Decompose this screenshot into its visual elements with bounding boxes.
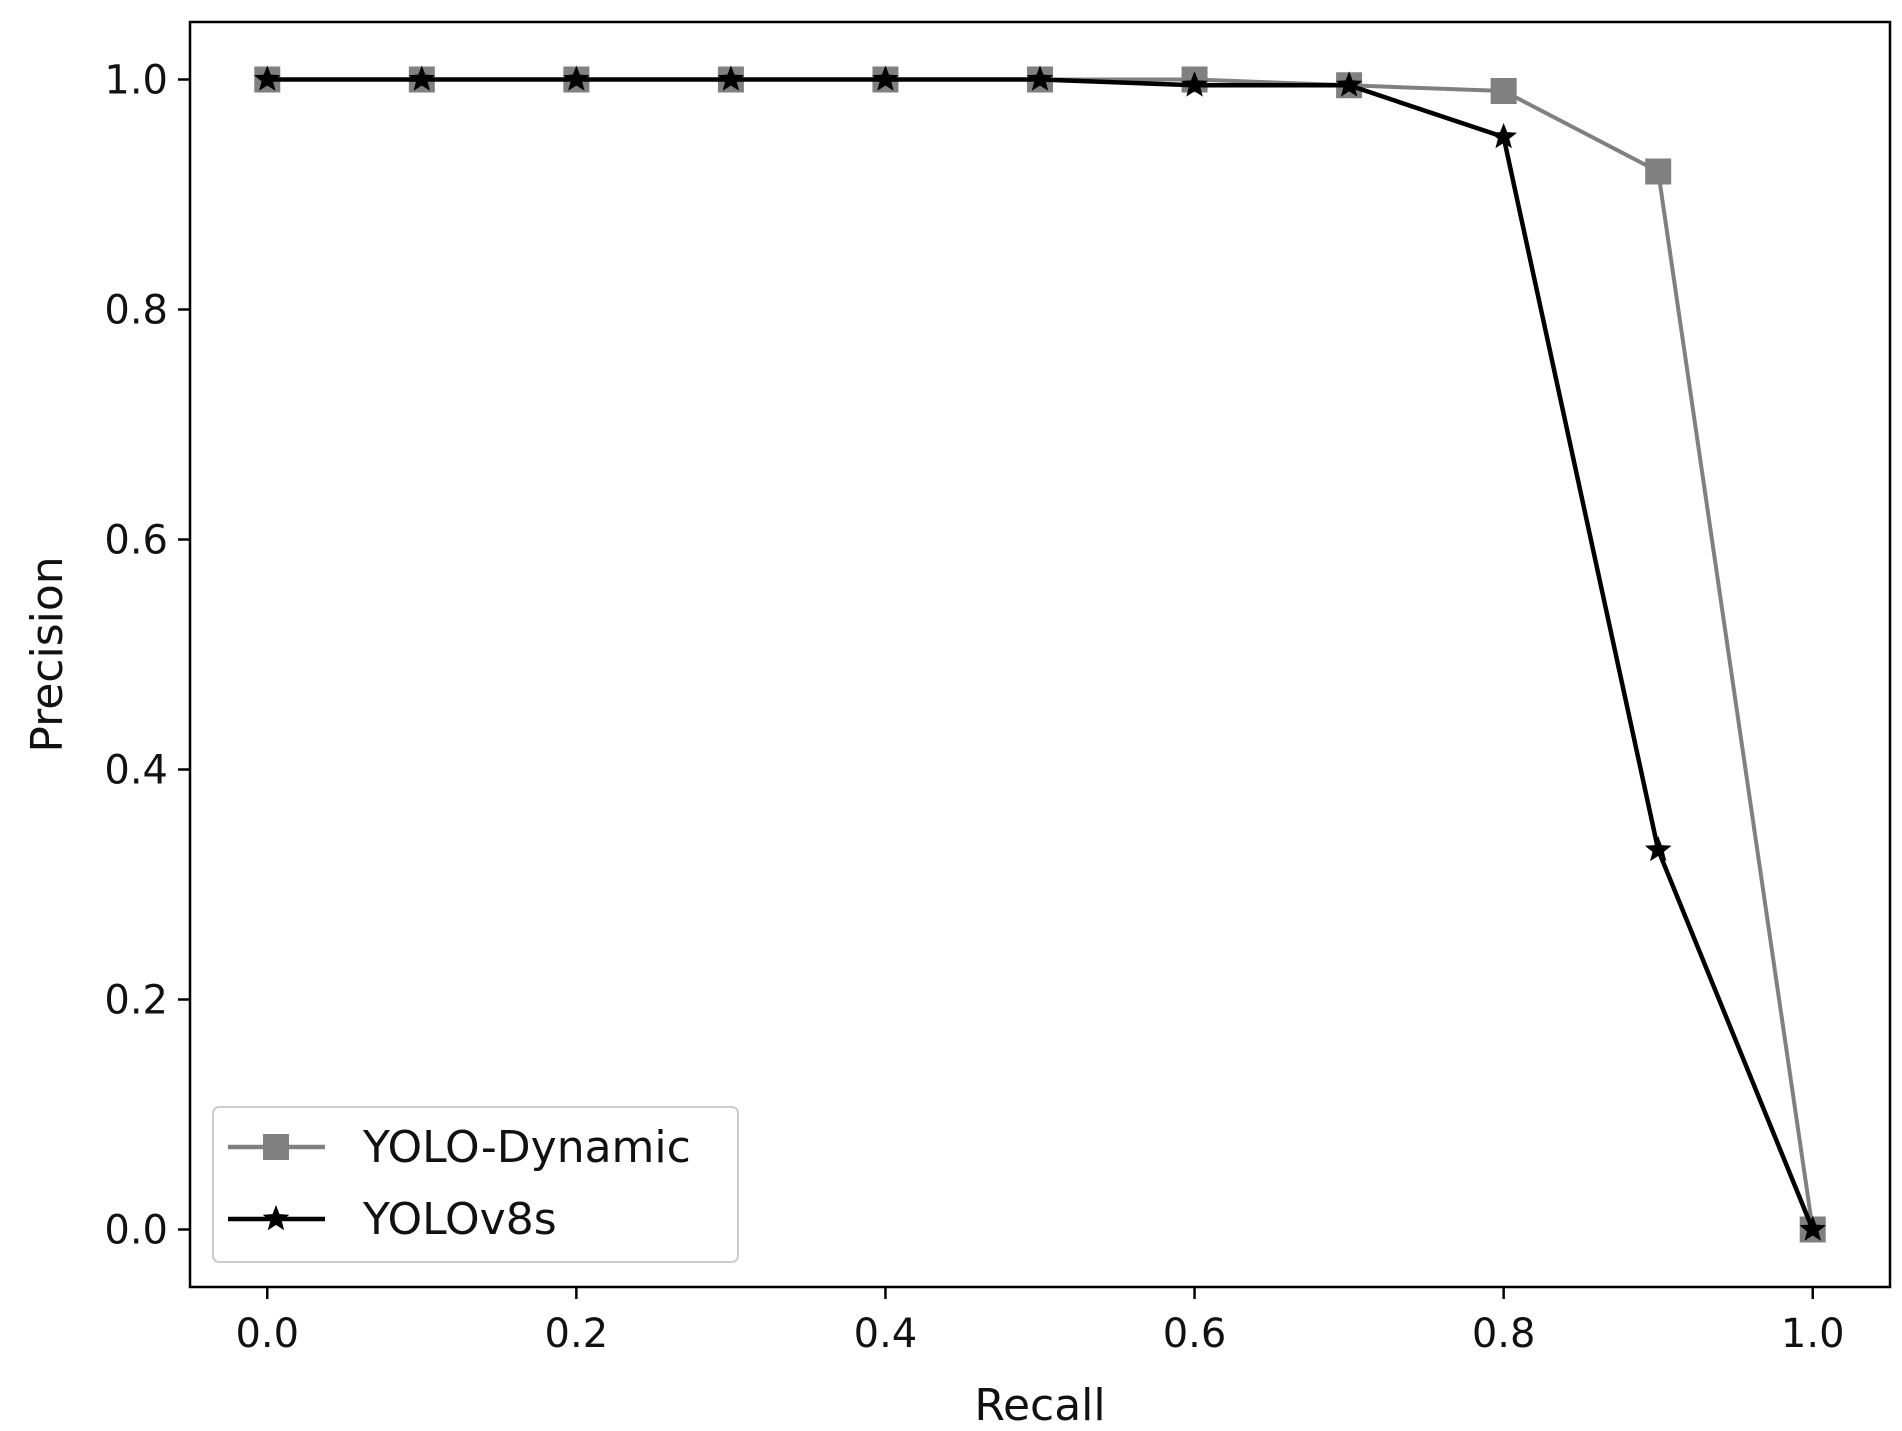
x-tick-label: 1.0 xyxy=(1781,1311,1845,1357)
plot-frame xyxy=(188,20,1892,1289)
y-axis-label: Precision xyxy=(22,556,73,752)
legend-entry-yolov8s: YOLOv8s xyxy=(228,1194,557,1245)
series-yolov8s xyxy=(254,65,1826,1241)
data-point-yolov8s xyxy=(1799,1215,1826,1241)
legend: YOLO-Dynamic YOLOv8s xyxy=(212,1106,739,1263)
x-axis-label: Recall xyxy=(974,1380,1105,1431)
x-tick-label: 0.2 xyxy=(545,1311,609,1357)
x-tick-label: 0.0 xyxy=(235,1311,299,1357)
data-point-yolov8s xyxy=(563,65,590,91)
data-point-yolov8s xyxy=(1490,123,1517,149)
data-point-yolov8s xyxy=(1335,71,1363,97)
data-point-yolo-dynamic xyxy=(1490,78,1517,104)
series-layer xyxy=(254,65,1826,1243)
x-tick-label: 0.6 xyxy=(1163,1311,1227,1357)
x-tick-label: 0.4 xyxy=(854,1311,918,1357)
data-point-yolov8s xyxy=(1644,836,1672,862)
data-point-yolov8s xyxy=(254,65,281,91)
y-tick-label: 0.6 xyxy=(104,518,168,564)
y-tick-label: 0.4 xyxy=(104,748,168,794)
data-point-yolo-dynamic xyxy=(1645,158,1672,185)
y-tick-label: 0.2 xyxy=(104,978,168,1024)
data-point-yolov8s xyxy=(872,65,899,91)
legend-label-yolov8s: YOLOv8s xyxy=(362,1194,557,1245)
y-tick-label: 1.0 xyxy=(104,58,168,104)
y-tick-label: 0.0 xyxy=(104,1208,168,1254)
data-point-yolov8s xyxy=(408,65,436,91)
legend-marker-star xyxy=(262,1205,290,1231)
legend-label-yolo-dynamic: YOLO-Dynamic xyxy=(362,1122,691,1173)
x-tick-label: 0.8 xyxy=(1472,1311,1536,1357)
x-axis-ticks: 0.0 0.2 0.4 0.6 0.8 1.0 xyxy=(235,1287,1845,1357)
legend-entry-yolo-dynamic: YOLO-Dynamic xyxy=(228,1122,691,1173)
y-axis-ticks: 0.0 0.2 0.4 0.6 0.8 1.0 xyxy=(104,58,190,1254)
data-point-yolov8s xyxy=(1026,65,1054,91)
legend-box xyxy=(212,1106,739,1263)
y-tick-label: 0.8 xyxy=(104,288,168,334)
legend-marker-square xyxy=(263,1134,289,1160)
data-point-yolov8s xyxy=(717,65,745,91)
data-point-yolov8s xyxy=(1181,71,1208,97)
